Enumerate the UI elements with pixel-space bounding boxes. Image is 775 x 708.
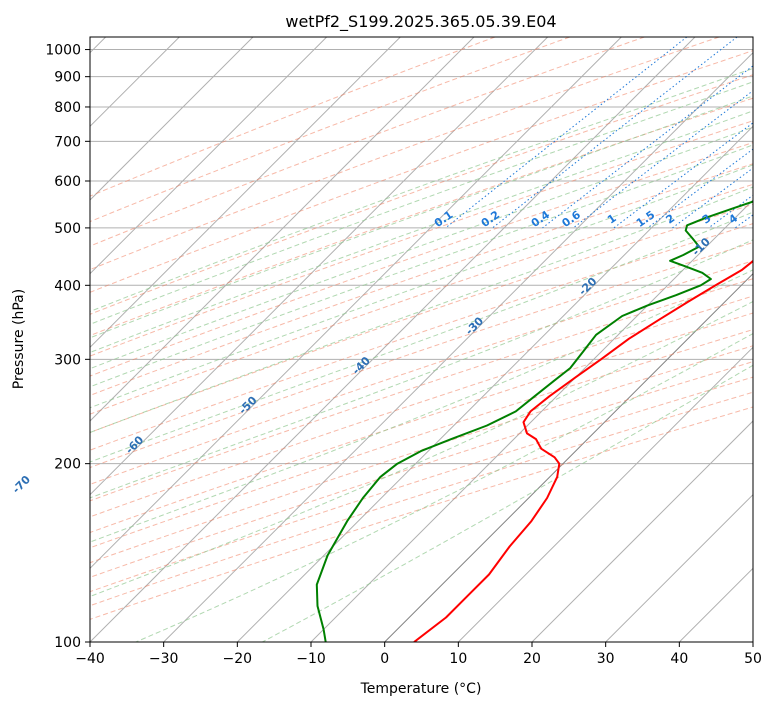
dry-adiabat-line [90, 361, 753, 578]
x-tick-label: −10 [296, 651, 326, 667]
dry-adiabat-line [90, 241, 753, 469]
isotherm-line [90, 37, 549, 496]
mixing-ratio-line [492, 37, 738, 229]
y-tick-label: 400 [54, 278, 81, 294]
x-tick-label: 20 [523, 651, 541, 667]
moist-adiabat-line [90, 239, 753, 499]
x-tick-label: 50 [744, 651, 762, 667]
x-tick-label: −30 [149, 651, 179, 667]
isotherm-line [90, 37, 475, 422]
y-tick-label: 300 [54, 352, 81, 368]
temperature-profile-line [413, 259, 753, 642]
isotherm-label: -70 [10, 473, 33, 496]
isotherm-line [605, 493, 753, 642]
plot-frame [89, 36, 754, 643]
dry-adiabat-line [90, 260, 753, 485]
isotherm-line [457, 346, 753, 642]
x-tick-label: 30 [597, 651, 615, 667]
dry-adiabat-line [90, 312, 753, 534]
moist-adiabat-line [262, 364, 753, 642]
axis-ticks: −40 −30 −20 −10 0 10 20 30 40 50 100 200 300 400 500 60… [45, 43, 762, 667]
dry-adiabat-line [90, 37, 496, 197]
y-tick-label: 900 [54, 70, 81, 86]
isotherm-line [90, 37, 622, 570]
dry-adiabat-line [90, 223, 753, 451]
dry-adiabat-line [90, 163, 753, 396]
y-axis-label: Pressure (hPa) [11, 289, 27, 389]
x-tick-label: 40 [670, 651, 688, 667]
background-lines [90, 37, 753, 642]
x-tick-label: 0 [380, 651, 389, 667]
dry-adiabat-line [90, 345, 753, 564]
moist-adiabat-line [90, 164, 753, 409]
dry-adiabat-line [90, 37, 570, 223]
isotherm-line [90, 37, 254, 201]
y-tick-label: 200 [54, 457, 81, 473]
isotherm-line [310, 199, 753, 642]
y-tick-label: 800 [54, 100, 81, 116]
x-tick-label: −20 [223, 651, 253, 667]
dry-adiabat-line [90, 50, 753, 293]
y-tick-label: 1000 [45, 43, 81, 59]
x-tick-label: 10 [449, 651, 467, 667]
isotherm-line [384, 272, 753, 642]
moist-adiabat-line [90, 186, 753, 434]
mixing-ratio-line [542, 65, 753, 229]
mixing-ratio-line [572, 90, 753, 229]
dewpoint-profile-line [315, 200, 753, 642]
y-tick-label: 500 [54, 221, 81, 237]
plot-area [90, 37, 753, 642]
y-tick-label: 100 [54, 635, 81, 651]
dry-adiabat-line [90, 295, 753, 518]
dry-adiabat-line [90, 278, 753, 502]
x-tick-label: −40 [75, 651, 105, 667]
profile-lines [315, 200, 753, 642]
mixing-ratio-line [672, 167, 753, 229]
isotherm-line [90, 37, 696, 642]
isotherm-line [752, 641, 753, 642]
isotherm-line [236, 125, 753, 642]
dry-adiabat-line [90, 376, 753, 593]
moist-adiabat-line [90, 300, 753, 597]
isotherm-line [531, 420, 753, 642]
isotherm-line [163, 51, 753, 642]
y-tick-label: 700 [54, 134, 81, 150]
dry-adiabat-line [90, 391, 753, 607]
y-tick-label: 600 [54, 174, 81, 190]
moist-adiabat-line [90, 269, 753, 543]
x-axis-label: Temperature (°C) [360, 681, 482, 697]
chart-title: wetPf2_S199.2025.365.05.39.E04 [285, 12, 556, 32]
isotherm-line [90, 37, 328, 275]
dry-adiabat-line [90, 37, 720, 271]
dry-adiabat-line [90, 142, 753, 377]
dry-adiabat-line [90, 97, 753, 337]
moist-adiabat-line [90, 211, 753, 463]
